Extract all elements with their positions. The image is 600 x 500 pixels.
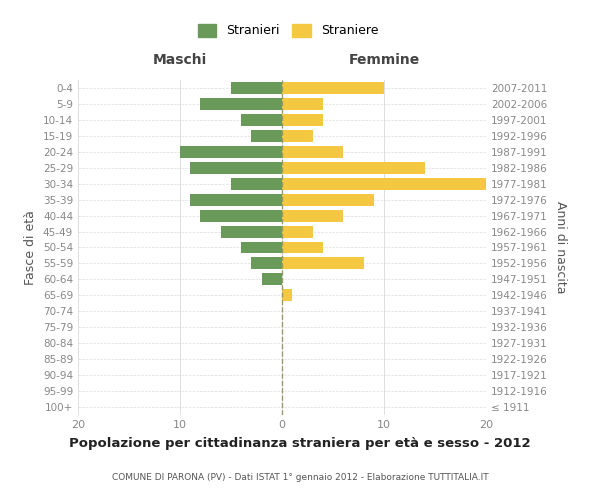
Bar <box>282 242 323 254</box>
Bar <box>282 290 292 302</box>
Bar <box>282 82 384 94</box>
Text: COMUNE DI PARONA (PV) - Dati ISTAT 1° gennaio 2012 - Elaborazione TUTTITALIA.IT: COMUNE DI PARONA (PV) - Dati ISTAT 1° ge… <box>112 473 488 482</box>
Bar <box>251 130 282 142</box>
Bar <box>282 98 323 110</box>
Y-axis label: Anni di nascita: Anni di nascita <box>554 201 567 294</box>
Bar <box>282 178 486 190</box>
Bar <box>282 130 313 142</box>
Bar <box>231 178 282 190</box>
Bar <box>282 194 374 205</box>
Bar <box>251 258 282 270</box>
Bar <box>221 226 282 237</box>
Legend: Stranieri, Straniere: Stranieri, Straniere <box>193 18 383 42</box>
Y-axis label: Fasce di età: Fasce di età <box>25 210 37 285</box>
Bar <box>190 162 282 173</box>
Text: Popolazione per cittadinanza straniera per età e sesso - 2012: Popolazione per cittadinanza straniera p… <box>69 438 531 450</box>
Bar <box>282 210 343 222</box>
Text: Femmine: Femmine <box>349 53 419 67</box>
Bar <box>282 146 343 158</box>
Bar <box>282 162 425 173</box>
Bar <box>282 226 313 237</box>
Bar <box>262 274 282 285</box>
Bar <box>241 114 282 126</box>
Bar <box>282 114 323 126</box>
Text: Maschi: Maschi <box>153 53 207 67</box>
Bar <box>282 258 364 270</box>
Bar <box>190 194 282 205</box>
Bar <box>231 82 282 94</box>
Bar <box>180 146 282 158</box>
Bar <box>200 98 282 110</box>
Bar <box>241 242 282 254</box>
Bar <box>200 210 282 222</box>
